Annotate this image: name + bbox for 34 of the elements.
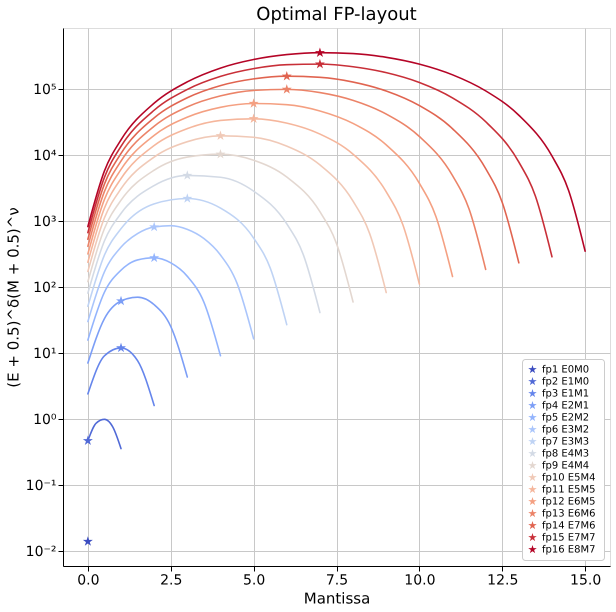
x-tick-label: 0.0	[77, 572, 100, 588]
legend-label: fp3 E1M1	[542, 388, 590, 400]
legend-label: fp6 E3M2	[542, 424, 590, 436]
chart-title: Optimal FP-layout	[256, 4, 417, 25]
x-axis-title: Mantissa	[304, 590, 370, 608]
legend-label: fp16 E8M7	[542, 544, 596, 556]
legend-label: fp4 E2M1	[542, 400, 590, 412]
y-tick-label: 10²	[33, 280, 56, 296]
y-tick-label: 10¹	[33, 346, 56, 362]
y-tick-label: 10⁻¹	[26, 478, 56, 494]
y-tick-label: 10⁰	[33, 412, 57, 428]
legend-label: fp13 E6M6	[542, 508, 596, 520]
x-tick-label: 7.5	[326, 572, 348, 588]
legend-label: fp2 E1M0	[542, 376, 590, 388]
legend-label: fp8 E4M3	[542, 448, 590, 460]
legend-label: fp1 E0M0	[542, 364, 590, 376]
y-tick-label: 10⁻²	[26, 544, 56, 560]
y-tick-label: 10⁵	[33, 82, 56, 98]
x-tick-label: 2.5	[160, 572, 182, 588]
legend-label: fp7 E3M3	[542, 436, 590, 448]
legend-label: fp9 E4M4	[542, 460, 590, 472]
legend-label: fp15 E7M7	[542, 532, 596, 544]
legend-label: fp5 E2M2	[542, 412, 590, 424]
legend-label: fp11 E5M5	[542, 484, 596, 496]
x-tick-label: 15.0	[570, 572, 602, 588]
y-tick-label: 10⁴	[33, 148, 57, 164]
x-tick-label: 5.0	[242, 572, 266, 588]
legend-label: fp12 E6M5	[542, 496, 596, 508]
y-axis-title: (E + 0.5)^δ(M + 0.5)^ν	[4, 207, 23, 388]
legend-label: fp14 E7M6	[542, 520, 596, 532]
y-tick-label: 10³	[33, 214, 56, 230]
legend-label: fp10 E5M4	[542, 472, 596, 484]
x-tick-label: 10.0	[404, 572, 436, 588]
x-tick-label: 12.5	[487, 572, 518, 588]
